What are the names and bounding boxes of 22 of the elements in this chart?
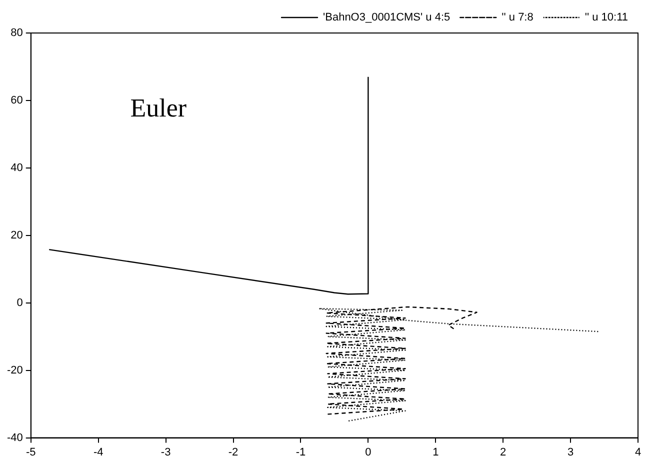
legend-label: '' u 10:11 (584, 12, 628, 24)
x-tick-label: 2 (500, 446, 506, 458)
x-tick-label: -4 (93, 446, 104, 458)
y-tick-label: -40 (6, 432, 23, 444)
x-tick-label: -2 (228, 446, 238, 458)
y-tick-label: 20 (10, 229, 23, 242)
legend-label: 'BahnO3_0001CMS' u 4:5 (323, 12, 450, 24)
x-tick-label: -5 (26, 446, 36, 458)
y-tick-label: 0 (16, 296, 23, 309)
x-tick-label: 0 (365, 446, 372, 458)
legend-label: '' u 7:8 (502, 12, 534, 24)
annotation: Euler (130, 94, 187, 123)
x-tick-label: -1 (296, 446, 306, 458)
y-tick-label: 40 (10, 162, 23, 174)
x-tick-label: 4 (634, 446, 642, 458)
x-tick-label: -3 (160, 446, 171, 458)
x-tick-label: 3 (567, 446, 574, 458)
x-tick-label: 1 (432, 446, 439, 458)
y-tick-label: -20 (6, 364, 23, 376)
y-tick-label: 60 (10, 94, 23, 106)
y-tick-label: 80 (10, 27, 23, 40)
line-series (318, 308, 599, 422)
